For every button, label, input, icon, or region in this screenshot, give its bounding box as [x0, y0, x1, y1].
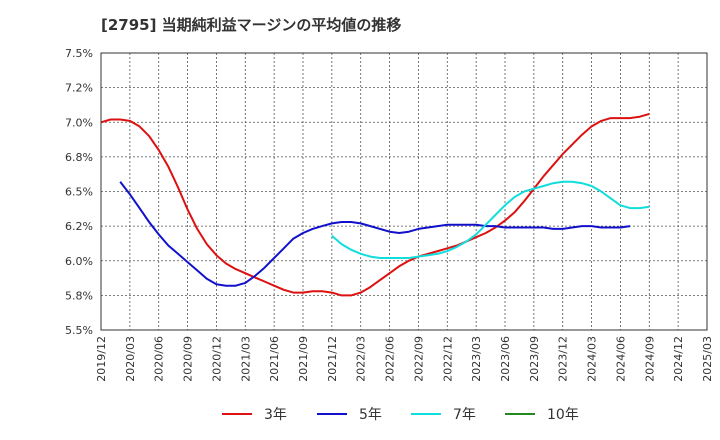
x-tick-label: 2021/03 [239, 336, 252, 382]
legend-label: 5年 [359, 407, 382, 423]
x-tick-label: 2024/03 [586, 336, 599, 382]
x-tick-label: 2024/12 [672, 336, 685, 382]
x-tick-label: 2020/12 [210, 336, 223, 382]
y-tick-label: 7.2% [65, 82, 93, 95]
legend: 3年 5年 7年 10年 [222, 407, 579, 423]
x-tick-label: 2023/09 [528, 336, 541, 382]
x-tick-label: 2024/09 [643, 336, 656, 382]
x-tick-label: 2021/06 [268, 336, 281, 382]
y-tick-label: 5.5% [65, 324, 93, 337]
y-tick-label: 7.5% [65, 47, 93, 60]
chart-title: [2795] 当期純利益マージンの平均値の推移 [101, 16, 401, 34]
x-axis-ticks: 2019/12 2020/03 2020/06 2020/09 2020/12 2021/… [95, 336, 714, 382]
x-tick-label: 2023/06 [499, 336, 512, 382]
y-axis-ticks: 7.5% 7.2% 7.0% 6.8% 6.5% 6.2% 6.0% 5.8% 5.5% [65, 47, 93, 337]
x-tick-label: 2025/03 [701, 336, 714, 382]
x-tick-label: 2020/03 [124, 336, 137, 382]
legend-label: 3年 [264, 407, 287, 423]
x-tick-label: 2019/12 [95, 336, 108, 382]
x-tick-label: 2020/06 [153, 336, 166, 382]
legend-label: 10年 [547, 407, 579, 423]
x-tick-label: 2021/12 [326, 336, 339, 382]
x-tick-label: 2022/03 [355, 336, 368, 382]
grid [101, 53, 707, 330]
x-tick-label: 2021/09 [297, 336, 310, 382]
series-line-3年 [100, 112, 650, 297]
x-tick-label: 2022/12 [441, 336, 454, 382]
y-tick-label: 6.5% [65, 186, 93, 199]
y-tick-label: 6.2% [65, 220, 93, 233]
y-tick-label: 6.0% [65, 255, 93, 268]
x-tick-label: 2020/09 [182, 336, 195, 382]
y-tick-label: 6.8% [65, 151, 93, 164]
y-tick-label: 7.0% [65, 116, 93, 129]
plot-frame [100, 52, 708, 331]
legend-label: 7年 [453, 407, 476, 423]
x-tick-label: 2023/12 [557, 336, 570, 382]
x-tick-label: 2024/06 [614, 336, 627, 382]
x-tick-label: 2023/03 [470, 336, 483, 382]
series-line-5年 [119, 181, 631, 287]
x-tick-label: 2022/06 [384, 336, 397, 382]
y-tick-label: 5.8% [65, 289, 93, 302]
x-tick-label: 2022/09 [412, 336, 425, 382]
series-line-7年 [331, 180, 650, 259]
series-lines [100, 112, 650, 297]
